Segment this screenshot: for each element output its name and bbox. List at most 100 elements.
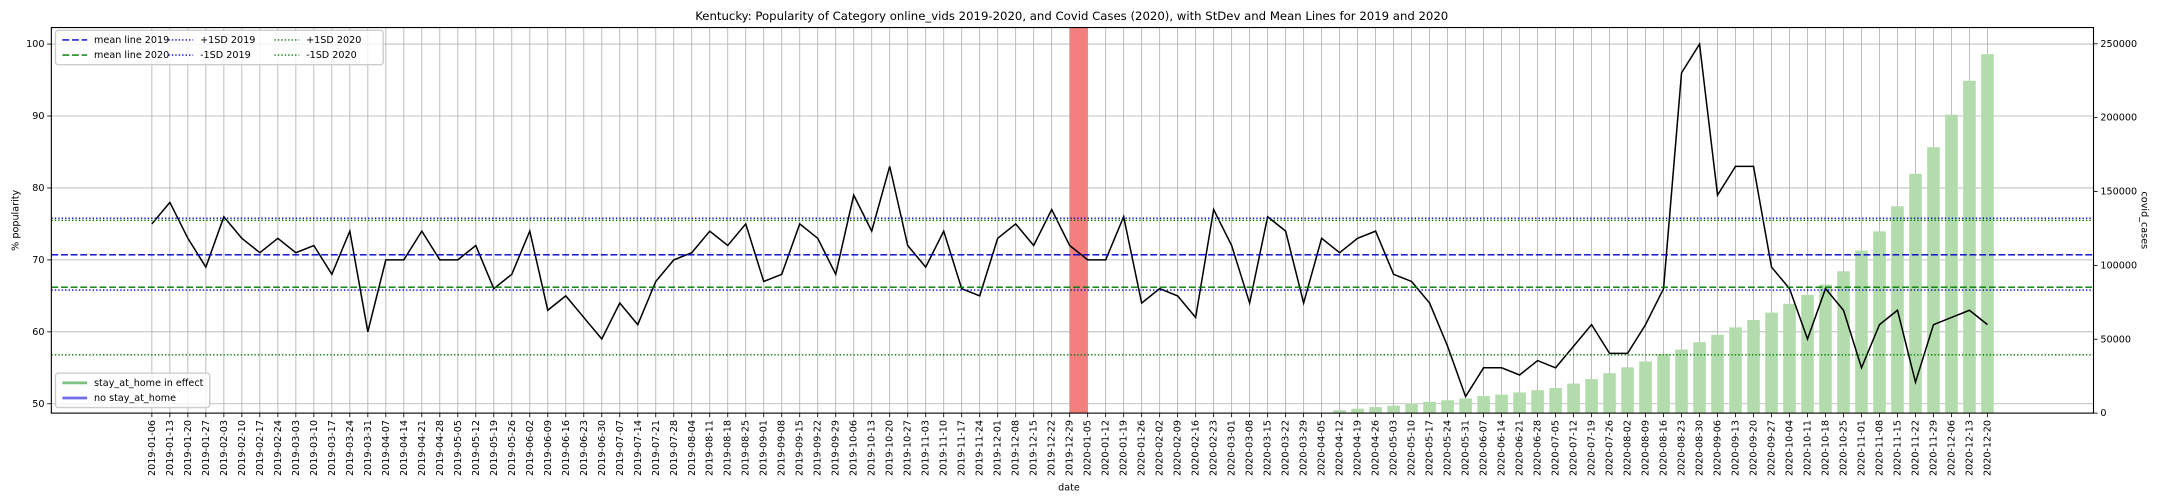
- x-axis-label: date: [1058, 482, 1080, 493]
- y-tick-label: 60: [32, 327, 44, 338]
- bar: [1549, 388, 1562, 414]
- x-tick-label: 2020-05-17: [1425, 420, 1436, 476]
- bar: [1711, 334, 1724, 414]
- x-tick-label: 2019-07-07: [615, 420, 626, 476]
- highlight-span: [1069, 27, 1088, 414]
- x-tick-label: 2020-08-30: [1695, 420, 1706, 476]
- x-tick-label: 2020-06-07: [1479, 420, 1490, 476]
- x-tick-label: 2020-09-20: [1749, 420, 1760, 476]
- x-tick-label: 2020-06-28: [1533, 420, 1544, 476]
- bar: [1801, 294, 1814, 414]
- x-tick-label: 2019-04-07: [381, 420, 392, 476]
- x-tick-label: 2019-09-01: [759, 420, 770, 476]
- bar: [1369, 407, 1382, 414]
- x-tick-label: 2020-01-05: [1083, 420, 1094, 476]
- legend-label: stay_at_home in effect: [94, 378, 204, 389]
- x-tick-label: 2020-02-02: [1155, 420, 1166, 476]
- bar: [1765, 312, 1778, 414]
- bar: [1657, 354, 1670, 414]
- x-tick-label: 2019-11-17: [957, 420, 968, 476]
- x-tick-label: 2020-02-09: [1173, 420, 1184, 476]
- x-tick-label: 2019-12-01: [993, 420, 1004, 476]
- x-tick-label: 2019-06-30: [597, 420, 608, 476]
- x-tick-label: 2019-10-27: [903, 420, 914, 476]
- bar: [1513, 392, 1526, 414]
- x-tick-label: 2020-04-26: [1371, 420, 1382, 476]
- x-tick-label: 2019-04-28: [435, 420, 446, 476]
- x-tick-label: 2019-04-14: [399, 420, 410, 476]
- x-tick-label: 2020-03-01: [1227, 420, 1238, 476]
- x-tick-label: 2020-05-31: [1461, 420, 1472, 476]
- x-tick-label: 2019-01-27: [201, 420, 212, 476]
- bar: [1675, 349, 1688, 414]
- bar: [1405, 403, 1418, 414]
- x-tick-label: 2020-07-26: [1605, 420, 1616, 476]
- bar: [1603, 373, 1616, 414]
- x-tick-label: 2019-05-19: [489, 420, 500, 476]
- x-tick-label: 2019-11-03: [921, 420, 932, 476]
- x-tick-label: 2020-01-12: [1101, 420, 1112, 476]
- x-tick-label: 2019-12-22: [1047, 420, 1058, 476]
- x-tick-label: 2019-01-20: [183, 420, 194, 476]
- y-axis-label: % popularity: [11, 189, 22, 250]
- x-tick-label: 2019-03-03: [291, 420, 302, 476]
- x-tick-label: 2019-10-06: [849, 420, 860, 476]
- x-tick-label: 2020-05-24: [1443, 420, 1454, 476]
- x-tick-label: 2019-06-09: [543, 420, 554, 476]
- legend-label: mean line 2019: [94, 35, 169, 46]
- x-tick-label: 2019-02-03: [219, 420, 230, 476]
- x-tick-label: 2020-02-16: [1191, 420, 1202, 476]
- x-tick-label: 2020-11-22: [1910, 420, 1921, 476]
- x-tick-label: 2019-10-20: [885, 420, 896, 476]
- x-tick-label: 2019-01-06: [147, 420, 158, 476]
- x-tick-label: 2020-08-09: [1641, 420, 1652, 476]
- x-tick-label: 2020-09-06: [1713, 420, 1724, 476]
- x-tick-label: 2020-03-22: [1281, 420, 1292, 476]
- x-tick-label: 2020-03-29: [1299, 420, 1310, 476]
- x-tick-label: 2020-12-13: [1964, 420, 1975, 476]
- x-tick-label: 2020-03-15: [1263, 420, 1274, 476]
- x-tick-label: 2020-12-06: [1946, 420, 1957, 476]
- y2-tick-label: 150000: [2100, 187, 2137, 198]
- bar: [1981, 54, 1994, 414]
- x-tick-label: 2019-04-21: [417, 420, 428, 476]
- x-tick-label: 2020-02-23: [1209, 420, 1220, 476]
- x-tick-label: 2019-03-10: [309, 420, 320, 476]
- x-tick-label: 2019-05-12: [471, 420, 482, 476]
- x-tick-label: 2019-08-04: [687, 420, 698, 476]
- bar: [1585, 379, 1598, 414]
- x-tick-label: 2019-12-15: [1029, 420, 1040, 476]
- y-tick-label: 70: [32, 255, 44, 266]
- x-tick-label: 2020-10-18: [1821, 420, 1832, 476]
- legend-label: -1SD 2020: [306, 50, 357, 61]
- x-tick-label: 2020-08-23: [1677, 420, 1688, 476]
- x-tick-label: 2019-09-22: [813, 420, 824, 476]
- legend-label: +1SD 2020: [306, 35, 361, 46]
- x-tick-label: 2019-11-10: [939, 420, 950, 476]
- bar: [1531, 390, 1544, 414]
- x-tick-label: 2019-02-10: [237, 420, 248, 476]
- x-tick-label: 2020-01-26: [1137, 420, 1148, 476]
- bar: [1621, 367, 1634, 414]
- x-tick-label: 2020-11-29: [1928, 420, 1939, 476]
- x-tick-label: 2019-08-11: [705, 420, 716, 476]
- x-tick-label: 2020-01-19: [1119, 420, 1130, 476]
- x-tick-label: 2020-06-14: [1497, 420, 1508, 476]
- bar: [1963, 80, 1976, 414]
- x-tick-label: 2019-09-15: [795, 420, 806, 476]
- bar: [1837, 271, 1850, 414]
- x-tick-label: 2019-11-24: [975, 420, 986, 476]
- y-tick-label: 100: [26, 39, 44, 50]
- bar: [1477, 396, 1490, 414]
- bar: [1783, 303, 1796, 414]
- x-tick-label: 2019-03-24: [345, 420, 356, 476]
- legend-box: [54, 29, 384, 66]
- bar: [1387, 405, 1400, 414]
- x-tick-label: 2019-03-17: [327, 420, 338, 476]
- x-tick-label: 2019-01-13: [165, 420, 176, 476]
- x-tick-label: 2019-06-02: [525, 420, 536, 476]
- x-tick-label: 2020-04-12: [1335, 420, 1346, 476]
- x-tick-label: 2020-09-27: [1767, 420, 1778, 476]
- x-tick-label: 2019-05-05: [453, 420, 464, 476]
